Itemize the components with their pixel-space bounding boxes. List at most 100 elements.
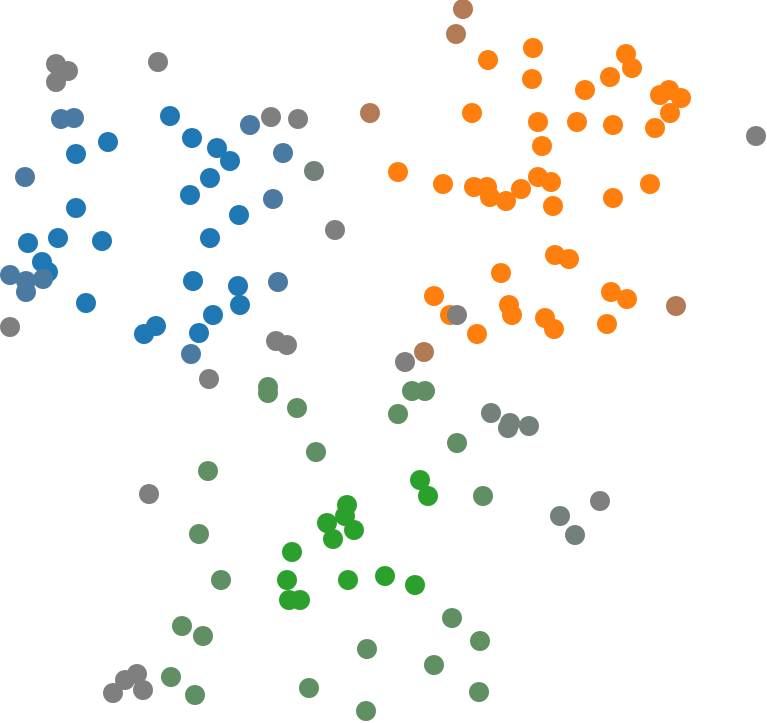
scatter-point <box>33 269 53 289</box>
scatter-point <box>414 342 434 362</box>
scatter-point <box>603 188 623 208</box>
scatter-point <box>193 626 213 646</box>
scatter-point <box>395 352 415 372</box>
scatter-point <box>288 109 308 129</box>
scatter-point <box>203 305 223 325</box>
scatter-point <box>277 570 297 590</box>
scatter-point <box>220 151 240 171</box>
scatter-point <box>446 24 466 44</box>
scatter-point <box>473 486 493 506</box>
scatter-point <box>282 542 302 562</box>
scatter-point <box>532 136 552 156</box>
scatter-point <box>640 174 660 194</box>
scatter-point <box>66 144 86 164</box>
scatter-point <box>356 701 376 721</box>
scatter-point <box>66 198 86 218</box>
scatter-point <box>424 286 444 306</box>
scatter-point <box>601 282 621 302</box>
scatter-point <box>277 335 297 355</box>
scatter-point <box>18 233 38 253</box>
scatter-point <box>306 442 326 462</box>
scatter-point <box>172 616 192 636</box>
scatter-point <box>622 58 642 78</box>
scatter-point <box>182 128 202 148</box>
scatter-point <box>447 305 467 325</box>
scatter-point <box>189 323 209 343</box>
scatter-point <box>388 162 408 182</box>
scatter-point <box>344 520 364 540</box>
scatter-point <box>467 324 487 344</box>
scatter-point <box>481 403 501 423</box>
scatter-point <box>229 205 249 225</box>
scatter-point <box>565 525 585 545</box>
scatter-point <box>447 433 467 453</box>
scatter-point <box>746 126 766 146</box>
scatter-point <box>325 220 345 240</box>
scatter-point <box>160 106 180 126</box>
scatter-point <box>228 276 248 296</box>
scatter-point <box>645 118 665 138</box>
scatter-point <box>211 570 231 590</box>
scatter-point <box>541 172 561 192</box>
scatter-point <box>317 513 337 533</box>
scatter-point <box>240 115 260 135</box>
scatter-point <box>134 324 154 344</box>
scatter-point <box>388 404 408 424</box>
scatter-point <box>161 667 181 687</box>
scatter-point <box>453 0 473 19</box>
scatter-point <box>528 112 548 132</box>
scatter-point <box>76 293 96 313</box>
scatter-point <box>261 107 281 127</box>
scatter-point <box>189 524 209 544</box>
scatter-point <box>480 187 500 207</box>
scatter-point <box>207 138 227 158</box>
scatter-point <box>590 491 610 511</box>
scatter-point <box>522 69 542 89</box>
scatter-point <box>199 369 219 389</box>
scatter-point <box>139 484 159 504</box>
scatter-point <box>127 664 147 684</box>
scatter-point <box>15 167 35 187</box>
scatter-point <box>230 295 250 315</box>
scatter-point <box>299 678 319 698</box>
scatter-point <box>410 470 430 490</box>
scatter-point <box>180 185 200 205</box>
scatter-point <box>64 108 84 128</box>
scatter-point <box>469 682 489 702</box>
scatter-point <box>360 103 380 123</box>
scatter-point <box>502 305 522 325</box>
scatter-point <box>148 52 168 72</box>
scatter-point <box>200 228 220 248</box>
scatter-point <box>424 655 444 675</box>
scatter-point <box>418 486 438 506</box>
scatter-point <box>666 296 686 316</box>
scatter-point <box>671 88 691 108</box>
scatter-point <box>304 161 324 181</box>
scatter-point <box>287 398 307 418</box>
scatter-point <box>0 317 20 337</box>
scatter-point <box>375 566 395 586</box>
scatter-point <box>357 639 377 659</box>
scatter-point <box>338 570 358 590</box>
scatter-point <box>519 416 539 436</box>
scatter-point <box>268 272 288 292</box>
scatter-point <box>470 631 490 651</box>
scatter-point <box>660 103 680 123</box>
scatter-point <box>273 143 293 163</box>
scatter-point <box>523 38 543 58</box>
scatter-point <box>544 319 564 339</box>
scatter-point <box>103 683 123 703</box>
scatter-point <box>600 67 620 87</box>
scatter-point <box>433 174 453 194</box>
scatter-point <box>92 231 112 251</box>
scatter-point <box>16 282 36 302</box>
scatter-point <box>415 381 435 401</box>
scatter-point <box>185 685 205 705</box>
scatter-point <box>500 413 520 433</box>
scatter-point <box>462 103 482 123</box>
scatter-point <box>200 168 220 188</box>
scatter-point <box>263 189 283 209</box>
scatter-point <box>46 72 66 92</box>
scatter-point <box>559 249 579 269</box>
